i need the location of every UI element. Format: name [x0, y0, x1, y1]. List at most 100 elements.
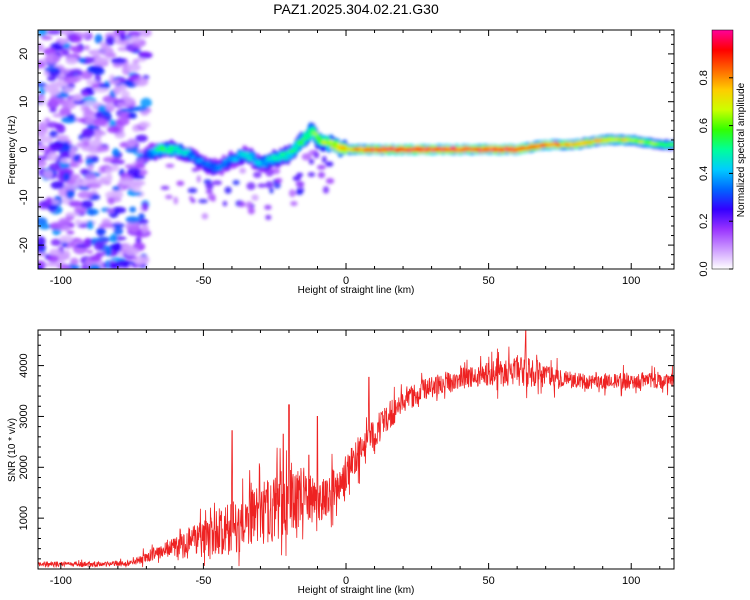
noise-blob: [112, 186, 121, 191]
x-tick-label: 100: [622, 275, 640, 287]
ridge-cell: [327, 140, 335, 144]
noise-blob: [115, 259, 131, 268]
noise-blob: [49, 248, 62, 257]
noise-blob: [62, 172, 71, 182]
noise-blob: [50, 143, 63, 152]
noise-blob: [38, 243, 47, 253]
scatter-blob: [273, 181, 281, 189]
noise-blob: [66, 230, 75, 235]
noise-blob: [38, 60, 46, 69]
ridge-cell: [305, 133, 312, 138]
scatter-blob: [325, 178, 335, 184]
scatter-blob: [160, 185, 170, 190]
noise-blob: [59, 107, 72, 116]
noise-blob: [95, 251, 105, 258]
y-tick-label: 3000: [18, 404, 30, 428]
noise-blob: [128, 224, 140, 233]
noise-blob: [59, 264, 72, 269]
noise-blob: [119, 33, 127, 42]
ridge-cell: [184, 149, 191, 153]
ridge-cell: [152, 151, 159, 155]
noise-blob: [94, 33, 103, 44]
ridge-cell: [234, 155, 241, 160]
colorbar-frame: [711, 29, 734, 270]
colorbar-scale: [712, 30, 733, 269]
noise-blob: [100, 46, 114, 57]
colorbar-tick-label: 0.0: [698, 261, 710, 276]
noise-blob: [60, 158, 70, 164]
noise-blob: [110, 163, 119, 172]
scatter-blob: [165, 163, 175, 168]
scatter-blob: [187, 187, 198, 194]
noise-blob: [46, 152, 59, 162]
noise-blob: [89, 256, 102, 262]
noise-blob: [83, 237, 92, 248]
colorbar-tick-label: 0.2: [698, 214, 710, 229]
noise-blob: [112, 242, 123, 253]
scatter-blob: [265, 168, 274, 177]
noise-blob: [132, 58, 140, 65]
y-tick-label: 0: [18, 146, 30, 152]
noise-blob: [68, 200, 83, 208]
noise-blob: [96, 227, 107, 236]
noise-blob: [71, 34, 83, 43]
noise-blob: [47, 255, 59, 263]
ridge-cell: [197, 158, 205, 162]
spectrogram-xlabel: Height of straight line (km): [298, 285, 415, 296]
ridge-cell: [291, 148, 298, 152]
scatter-blob: [201, 213, 209, 220]
noise-blob: [96, 146, 110, 153]
y-tick-label: 10: [18, 96, 30, 108]
scatter-blob: [191, 167, 199, 172]
noise-blob: [97, 105, 107, 112]
scatter-blob: [239, 167, 247, 174]
noise-blob: [39, 135, 54, 144]
noise-blob: [65, 212, 80, 217]
scatter-blob: [212, 180, 223, 186]
noise-blob: [77, 57, 87, 63]
noise-blob: [83, 100, 99, 106]
noise-blob: [105, 35, 115, 46]
noise-blob: [88, 264, 101, 269]
noise-blob: [127, 191, 142, 197]
chart-title: PAZ1.2025.304.02.21.G30: [273, 1, 439, 17]
noise-blob: [69, 257, 79, 266]
noise-blob: [82, 127, 95, 138]
y-tick-label: 20: [18, 48, 30, 60]
noise-blob: [125, 216, 140, 224]
scatter-blob: [307, 172, 316, 177]
ridge-cell: [302, 136, 310, 141]
snr-frame: [37, 329, 675, 570]
noise-blob: [50, 238, 62, 246]
scatter-blob: [224, 186, 232, 194]
scatter-blob: [321, 156, 327, 163]
noise-blob: [98, 223, 114, 229]
colorbar: 0.0 0.2 0.4 0.6 0.8 Normalized spectral ampl…: [698, 29, 747, 277]
colorbar-tick-label: 0.8: [698, 70, 710, 85]
noise-blob: [38, 223, 51, 230]
x-tick-label: -50: [195, 575, 211, 587]
y-tick-label: -10: [18, 189, 30, 205]
noise-blob: [91, 83, 100, 89]
noise-blob: [44, 117, 51, 123]
ridge-cell: [261, 161, 269, 166]
noise-blob: [43, 47, 56, 56]
snr-xlabel: Height of straight line (km): [298, 585, 415, 596]
spectrogram-ylabel: Frequency (Hz): [7, 116, 18, 185]
scatter-blob: [264, 204, 272, 210]
scatter-blob: [301, 153, 312, 161]
scatter-blob: [196, 175, 201, 183]
noise-blob: [73, 206, 87, 214]
noise-blob: [110, 159, 125, 165]
noise-blob: [74, 219, 82, 226]
noise-blob: [127, 63, 141, 72]
noise-blob: [113, 226, 124, 236]
noise-blob: [47, 204, 59, 211]
noise-blob: [68, 69, 76, 78]
scatter-blob: [290, 201, 298, 207]
noise-blob: [116, 112, 130, 119]
noise-blob: [43, 169, 53, 180]
noise-blob: [40, 35, 53, 41]
y-tick-label: 4000: [18, 353, 30, 377]
noise-blob: [98, 179, 108, 185]
